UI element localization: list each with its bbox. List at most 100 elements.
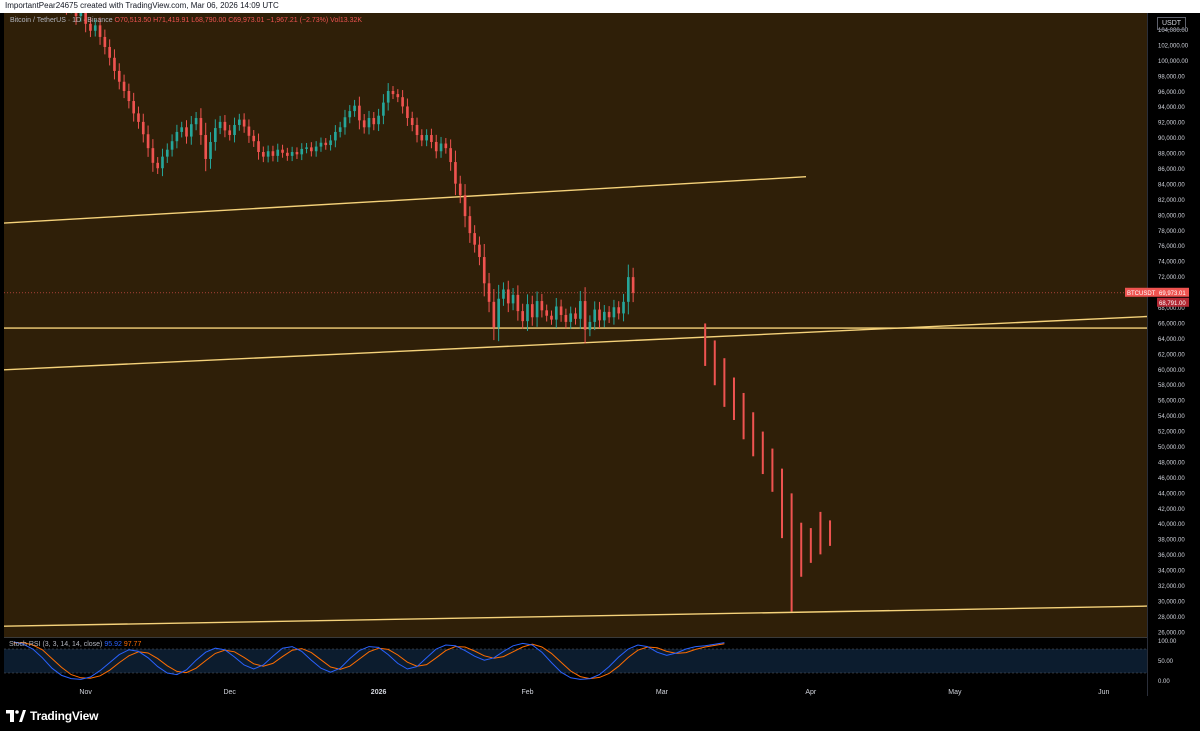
- last-price-tag[interactable]: [1157, 287, 1189, 297]
- candle-body[interactable]: [506, 289, 510, 304]
- candle-body[interactable]: [415, 124, 419, 136]
- stoch-rsi-title[interactable]: Stoch RSI (3, 3, 14, 14, close): [9, 641, 103, 648]
- candle-body[interactable]: [70, 2, 73, 7]
- candle-body[interactable]: [170, 141, 174, 150]
- candle-body[interactable]: [242, 119, 246, 127]
- candle-body[interactable]: [492, 301, 496, 328]
- candle-body[interactable]: [540, 301, 544, 311]
- candle-body[interactable]: [180, 127, 184, 132]
- candle-body[interactable]: [199, 118, 203, 136]
- candle-body[interactable]: [113, 57, 116, 71]
- candle-body[interactable]: [122, 81, 126, 91]
- candle-body[interactable]: [482, 257, 486, 284]
- candle-body[interactable]: [574, 313, 577, 319]
- candle-body[interactable]: [233, 124, 236, 136]
- candle-body[interactable]: [386, 91, 390, 103]
- candle-body[interactable]: [627, 277, 630, 302]
- candle-body[interactable]: [65, 0, 68, 8]
- candle-body[interactable]: [98, 25, 102, 37]
- candle-body[interactable]: [89, 23, 92, 31]
- candle-body[interactable]: [305, 147, 308, 149]
- candle-body[interactable]: [161, 156, 164, 169]
- trendline-lower[interactable]: [4, 605, 1147, 627]
- candle-body[interactable]: [559, 306, 563, 315]
- candle-body[interactable]: [377, 115, 380, 125]
- candle-body[interactable]: [372, 118, 376, 125]
- candle-body[interactable]: [449, 148, 452, 163]
- candle-body[interactable]: [257, 141, 260, 153]
- candle-body[interactable]: [598, 309, 601, 321]
- low-price-tag[interactable]: [1157, 297, 1189, 307]
- candle-body[interactable]: [617, 307, 621, 314]
- candle-body[interactable]: [463, 195, 467, 217]
- pane-separator[interactable]: [4, 637, 1147, 638]
- candle-body[interactable]: [382, 102, 385, 116]
- candle-body[interactable]: [276, 149, 280, 156]
- candle-body[interactable]: [454, 162, 457, 184]
- candle-body[interactable]: [51, 0, 54, 1]
- candle-body[interactable]: [290, 152, 294, 156]
- candle-body[interactable]: [458, 183, 462, 196]
- candle-body[interactable]: [137, 113, 140, 122]
- candle-body[interactable]: [406, 106, 409, 119]
- trendline-middle[interactable]: [4, 315, 1147, 371]
- candle-body[interactable]: [93, 25, 97, 31]
- candle-body[interactable]: [84, 11, 87, 24]
- candle-body[interactable]: [439, 143, 443, 152]
- candle-body[interactable]: [286, 152, 289, 156]
- candle-body[interactable]: [516, 294, 520, 312]
- candle-body[interactable]: [314, 146, 318, 152]
- candle-body[interactable]: [396, 94, 400, 98]
- candle-body[interactable]: [223, 121, 227, 131]
- candle-body[interactable]: [569, 313, 573, 322]
- candle-body[interactable]: [430, 135, 433, 142]
- candle-body[interactable]: [487, 283, 491, 302]
- candle-body[interactable]: [434, 141, 438, 152]
- candle-body[interactable]: [194, 118, 198, 125]
- candle-body[interactable]: [602, 311, 606, 321]
- candle-body[interactable]: [117, 70, 121, 82]
- candle-body[interactable]: [497, 298, 500, 328]
- candle-body[interactable]: [266, 151, 270, 157]
- candle-body[interactable]: [310, 147, 313, 152]
- candle-body[interactable]: [228, 130, 232, 136]
- candle-body[interactable]: [410, 118, 414, 125]
- candle-body[interactable]: [343, 117, 347, 128]
- candle-body[interactable]: [564, 314, 568, 322]
- candle-body[interactable]: [478, 244, 481, 258]
- candle-body[interactable]: [622, 301, 625, 314]
- candle-body[interactable]: [362, 120, 366, 128]
- candle-body[interactable]: [132, 101, 135, 114]
- candle-body[interactable]: [545, 310, 549, 316]
- candle-body[interactable]: [238, 119, 241, 125]
- candle-body[interactable]: [329, 140, 332, 146]
- candle-body[interactable]: [151, 148, 155, 163]
- symbol-price-tag[interactable]: [1125, 287, 1157, 297]
- candle-body[interactable]: [554, 306, 558, 320]
- candle-body[interactable]: [204, 135, 208, 159]
- stoch-k-line[interactable]: [13, 641, 725, 680]
- candle-body[interactable]: [108, 46, 111, 58]
- candle-body[interactable]: [209, 141, 212, 159]
- candle-body[interactable]: [511, 294, 515, 304]
- symbol-name[interactable]: Bitcoin / TetherUS · 1D · Binance: [10, 17, 113, 24]
- candle-body[interactable]: [324, 142, 328, 146]
- candle-body[interactable]: [526, 304, 529, 322]
- candle-body[interactable]: [473, 233, 476, 245]
- time-axis[interactable]: [4, 683, 1147, 697]
- candle-body[interactable]: [281, 149, 284, 153]
- trendline-upper[interactable]: [4, 176, 807, 224]
- candle-body[interactable]: [319, 142, 323, 147]
- candle-body[interactable]: [252, 135, 256, 142]
- candle-body[interactable]: [146, 134, 150, 149]
- candle-body[interactable]: [588, 321, 592, 330]
- candle-body[interactable]: [607, 311, 611, 318]
- candle-body[interactable]: [213, 128, 217, 142]
- candle-body[interactable]: [502, 289, 505, 299]
- stoch-d-line[interactable]: [13, 642, 725, 680]
- candle-body[interactable]: [79, 11, 83, 17]
- candle-body[interactable]: [295, 152, 299, 155]
- candle-body[interactable]: [56, 0, 59, 1]
- candle-body[interactable]: [612, 307, 616, 318]
- candle-body[interactable]: [141, 121, 145, 135]
